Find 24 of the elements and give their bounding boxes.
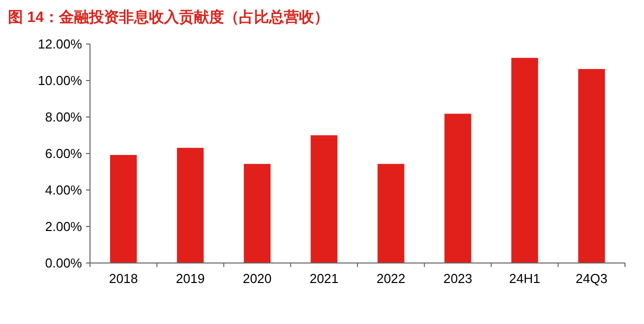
bar <box>310 135 338 263</box>
bar <box>578 69 605 263</box>
y-tick-label: 2.00% <box>45 219 82 234</box>
y-tick-label: 10.00% <box>38 73 82 88</box>
bar <box>444 114 472 263</box>
x-tick-label: 2018 <box>108 271 138 286</box>
bar <box>378 164 404 263</box>
y-tick-label: 4.00% <box>45 182 82 198</box>
y-tick-label: 12.00% <box>38 36 82 52</box>
x-tick-label: 24Q3 <box>576 271 608 286</box>
x-tick-label: 2021 <box>310 271 339 286</box>
bar <box>110 154 137 263</box>
bar <box>244 164 271 263</box>
y-tick-label: 0.00% <box>45 256 82 270</box>
bar <box>176 148 204 263</box>
y-tick-label: 8.00% <box>45 110 82 124</box>
x-tick-label: 2020 <box>242 271 272 286</box>
x-tick-label: 2023 <box>443 271 472 286</box>
x-tick-label: 24H1 <box>509 271 540 286</box>
x-tick-label: 2022 <box>376 271 406 286</box>
y-tick-label: 6.00% <box>45 146 82 161</box>
bar <box>511 58 538 263</box>
chart-title: 图 14：金融投资非息收入贡献度（占比总营收） <box>8 8 329 26</box>
x-tick-label: 2019 <box>176 271 205 286</box>
